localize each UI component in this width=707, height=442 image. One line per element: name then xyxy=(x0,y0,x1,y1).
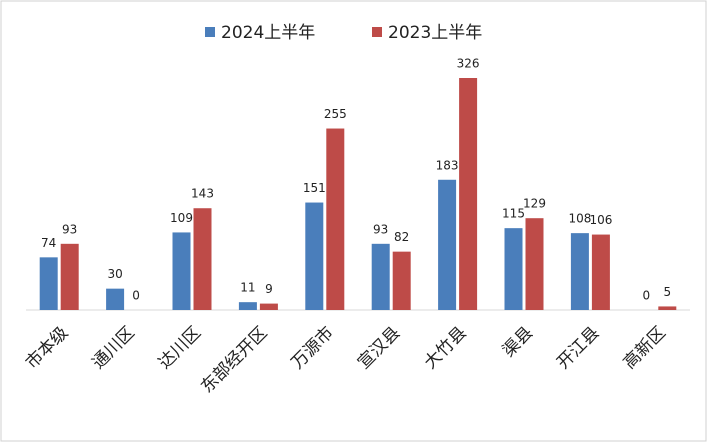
bar xyxy=(570,233,589,310)
data-label: 183 xyxy=(436,158,459,172)
data-label: 151 xyxy=(303,181,326,195)
bar xyxy=(238,302,257,310)
bar xyxy=(504,228,523,310)
bar xyxy=(658,306,677,310)
bar xyxy=(172,232,191,310)
data-label: 9 xyxy=(265,282,273,296)
bar xyxy=(326,128,345,310)
data-label: 106 xyxy=(589,213,612,227)
legend-swatch xyxy=(372,27,382,37)
data-label: 93 xyxy=(373,222,388,236)
data-label: 255 xyxy=(324,107,347,121)
data-label: 5 xyxy=(663,285,671,299)
data-label: 0 xyxy=(132,289,140,303)
bar xyxy=(305,202,324,310)
bar xyxy=(259,303,278,310)
bar xyxy=(438,179,457,310)
data-label: 74 xyxy=(41,236,56,250)
bar xyxy=(106,288,125,310)
bar xyxy=(392,251,411,310)
bar xyxy=(591,234,610,310)
data-label: 143 xyxy=(191,187,214,201)
data-label: 82 xyxy=(394,230,409,244)
data-label: 109 xyxy=(170,211,193,225)
legend-label: 2023上半年 xyxy=(388,23,482,43)
bar xyxy=(459,78,478,310)
bar xyxy=(39,257,58,310)
bar xyxy=(371,243,390,310)
data-label: 115 xyxy=(502,207,525,221)
data-label: 30 xyxy=(107,267,122,281)
data-label: 326 xyxy=(457,57,480,71)
bar xyxy=(525,218,544,310)
bar xyxy=(193,208,212,310)
legend-label: 2024上半年 xyxy=(221,23,315,43)
data-label: 129 xyxy=(523,197,546,211)
data-label: 11 xyxy=(240,281,255,295)
data-label: 108 xyxy=(568,212,591,226)
data-label: 0 xyxy=(642,289,650,303)
data-label: 93 xyxy=(62,222,77,236)
bar xyxy=(60,243,79,310)
legend-swatch xyxy=(205,27,215,37)
